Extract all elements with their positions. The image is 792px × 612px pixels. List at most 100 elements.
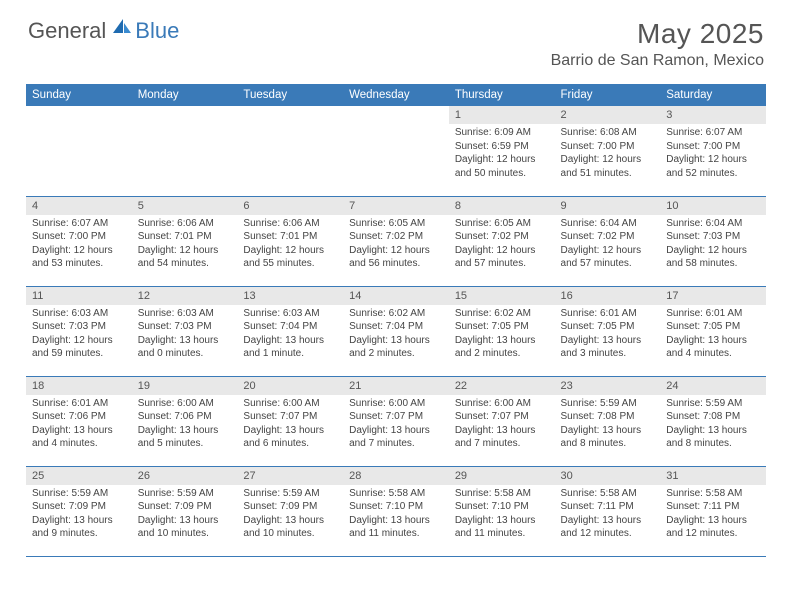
day-details: Sunrise: 6:00 AMSunset: 7:06 PMDaylight:… bbox=[132, 395, 238, 455]
day-details: Sunrise: 6:02 AMSunset: 7:05 PMDaylight:… bbox=[449, 305, 555, 365]
day-details: Sunrise: 6:04 AMSunset: 7:03 PMDaylight:… bbox=[660, 215, 766, 275]
day-number: 29 bbox=[449, 467, 555, 485]
day-details: Sunrise: 6:04 AMSunset: 7:02 PMDaylight:… bbox=[555, 215, 661, 275]
calendar-day-cell: 23Sunrise: 5:59 AMSunset: 7:08 PMDayligh… bbox=[555, 376, 661, 466]
day-number: 28 bbox=[343, 467, 449, 485]
day-number: 30 bbox=[555, 467, 661, 485]
calendar-day-cell: 8Sunrise: 6:05 AMSunset: 7:02 PMDaylight… bbox=[449, 196, 555, 286]
day-details: Sunrise: 5:58 AMSunset: 7:11 PMDaylight:… bbox=[555, 485, 661, 545]
calendar-day-cell: 31Sunrise: 5:58 AMSunset: 7:11 PMDayligh… bbox=[660, 466, 766, 556]
calendar-day-cell: 27Sunrise: 5:59 AMSunset: 7:09 PMDayligh… bbox=[237, 466, 343, 556]
day-details: Sunrise: 6:00 AMSunset: 7:07 PMDaylight:… bbox=[237, 395, 343, 455]
day-number: 13 bbox=[237, 287, 343, 305]
day-number: 27 bbox=[237, 467, 343, 485]
day-details: Sunrise: 5:58 AMSunset: 7:10 PMDaylight:… bbox=[343, 485, 449, 545]
day-number: 31 bbox=[660, 467, 766, 485]
day-details: Sunrise: 6:02 AMSunset: 7:04 PMDaylight:… bbox=[343, 305, 449, 365]
day-number: 6 bbox=[237, 197, 343, 215]
calendar-day-cell bbox=[237, 106, 343, 196]
calendar-day-cell: 5Sunrise: 6:06 AMSunset: 7:01 PMDaylight… bbox=[132, 196, 238, 286]
page-title: May 2025 bbox=[551, 18, 764, 50]
day-details: Sunrise: 6:00 AMSunset: 7:07 PMDaylight:… bbox=[449, 395, 555, 455]
calendar-day-cell: 30Sunrise: 5:58 AMSunset: 7:11 PMDayligh… bbox=[555, 466, 661, 556]
day-number: 12 bbox=[132, 287, 238, 305]
day-details: Sunrise: 6:08 AMSunset: 7:00 PMDaylight:… bbox=[555, 124, 661, 184]
day-number: 24 bbox=[660, 377, 766, 395]
day-number: 15 bbox=[449, 287, 555, 305]
day-number: 10 bbox=[660, 197, 766, 215]
day-number: 20 bbox=[237, 377, 343, 395]
day-number: 4 bbox=[26, 197, 132, 215]
day-number: 17 bbox=[660, 287, 766, 305]
calendar-day-cell: 11Sunrise: 6:03 AMSunset: 7:03 PMDayligh… bbox=[26, 286, 132, 376]
calendar-day-cell: 6Sunrise: 6:06 AMSunset: 7:01 PMDaylight… bbox=[237, 196, 343, 286]
weekday-header: Thursday bbox=[449, 84, 555, 106]
day-number: 11 bbox=[26, 287, 132, 305]
day-details: Sunrise: 5:59 AMSunset: 7:09 PMDaylight:… bbox=[132, 485, 238, 545]
calendar-day-cell: 29Sunrise: 5:58 AMSunset: 7:10 PMDayligh… bbox=[449, 466, 555, 556]
calendar-day-cell bbox=[132, 106, 238, 196]
calendar-day-cell: 19Sunrise: 6:00 AMSunset: 7:06 PMDayligh… bbox=[132, 376, 238, 466]
day-details: Sunrise: 6:00 AMSunset: 7:07 PMDaylight:… bbox=[343, 395, 449, 455]
day-details: Sunrise: 6:06 AMSunset: 7:01 PMDaylight:… bbox=[132, 215, 238, 275]
calendar-day-cell: 20Sunrise: 6:00 AMSunset: 7:07 PMDayligh… bbox=[237, 376, 343, 466]
day-number: 1 bbox=[449, 106, 555, 124]
logo-text-general: General bbox=[28, 18, 106, 44]
calendar-day-cell: 28Sunrise: 5:58 AMSunset: 7:10 PMDayligh… bbox=[343, 466, 449, 556]
title-block: May 2025 Barrio de San Ramon, Mexico bbox=[551, 18, 764, 70]
calendar-day-cell: 22Sunrise: 6:00 AMSunset: 7:07 PMDayligh… bbox=[449, 376, 555, 466]
calendar-day-cell: 16Sunrise: 6:01 AMSunset: 7:05 PMDayligh… bbox=[555, 286, 661, 376]
calendar-day-cell: 7Sunrise: 6:05 AMSunset: 7:02 PMDaylight… bbox=[343, 196, 449, 286]
logo-text-blue: Blue bbox=[135, 18, 179, 44]
day-details: Sunrise: 6:07 AMSunset: 7:00 PMDaylight:… bbox=[660, 124, 766, 184]
weekday-header: Saturday bbox=[660, 84, 766, 106]
day-details: Sunrise: 6:05 AMSunset: 7:02 PMDaylight:… bbox=[343, 215, 449, 275]
calendar-table: SundayMondayTuesdayWednesdayThursdayFrid… bbox=[26, 84, 766, 557]
calendar-day-cell bbox=[343, 106, 449, 196]
calendar-week-row: 1Sunrise: 6:09 AMSunset: 6:59 PMDaylight… bbox=[26, 106, 766, 196]
weekday-header: Friday bbox=[555, 84, 661, 106]
calendar-day-cell: 26Sunrise: 5:59 AMSunset: 7:09 PMDayligh… bbox=[132, 466, 238, 556]
day-details: Sunrise: 5:59 AMSunset: 7:08 PMDaylight:… bbox=[555, 395, 661, 455]
weekday-header: Monday bbox=[132, 84, 238, 106]
calendar-header-row: SundayMondayTuesdayWednesdayThursdayFrid… bbox=[26, 84, 766, 106]
calendar-day-cell bbox=[26, 106, 132, 196]
day-details: Sunrise: 6:05 AMSunset: 7:02 PMDaylight:… bbox=[449, 215, 555, 275]
day-details: Sunrise: 6:01 AMSunset: 7:05 PMDaylight:… bbox=[555, 305, 661, 365]
day-details: Sunrise: 5:59 AMSunset: 7:09 PMDaylight:… bbox=[26, 485, 132, 545]
logo: General Blue bbox=[28, 18, 179, 44]
calendar-day-cell: 3Sunrise: 6:07 AMSunset: 7:00 PMDaylight… bbox=[660, 106, 766, 196]
day-number: 25 bbox=[26, 467, 132, 485]
header: General Blue May 2025 Barrio de San Ramo… bbox=[0, 0, 792, 78]
calendar-day-cell: 17Sunrise: 6:01 AMSunset: 7:05 PMDayligh… bbox=[660, 286, 766, 376]
weekday-header: Wednesday bbox=[343, 84, 449, 106]
day-details: Sunrise: 6:01 AMSunset: 7:06 PMDaylight:… bbox=[26, 395, 132, 455]
day-number: 7 bbox=[343, 197, 449, 215]
calendar-day-cell: 9Sunrise: 6:04 AMSunset: 7:02 PMDaylight… bbox=[555, 196, 661, 286]
day-number: 2 bbox=[555, 106, 661, 124]
calendar-day-cell: 14Sunrise: 6:02 AMSunset: 7:04 PMDayligh… bbox=[343, 286, 449, 376]
day-details: Sunrise: 6:03 AMSunset: 7:04 PMDaylight:… bbox=[237, 305, 343, 365]
calendar-day-cell: 13Sunrise: 6:03 AMSunset: 7:04 PMDayligh… bbox=[237, 286, 343, 376]
day-number: 8 bbox=[449, 197, 555, 215]
weekday-header: Sunday bbox=[26, 84, 132, 106]
calendar-day-cell: 10Sunrise: 6:04 AMSunset: 7:03 PMDayligh… bbox=[660, 196, 766, 286]
calendar-day-cell: 18Sunrise: 6:01 AMSunset: 7:06 PMDayligh… bbox=[26, 376, 132, 466]
day-number: 23 bbox=[555, 377, 661, 395]
calendar-day-cell: 4Sunrise: 6:07 AMSunset: 7:00 PMDaylight… bbox=[26, 196, 132, 286]
calendar-day-cell: 21Sunrise: 6:00 AMSunset: 7:07 PMDayligh… bbox=[343, 376, 449, 466]
calendar-day-cell: 15Sunrise: 6:02 AMSunset: 7:05 PMDayligh… bbox=[449, 286, 555, 376]
location-subtitle: Barrio de San Ramon, Mexico bbox=[551, 52, 764, 70]
day-number: 5 bbox=[132, 197, 238, 215]
day-details: Sunrise: 6:06 AMSunset: 7:01 PMDaylight:… bbox=[237, 215, 343, 275]
calendar-day-cell: 1Sunrise: 6:09 AMSunset: 6:59 PMDaylight… bbox=[449, 106, 555, 196]
day-details: Sunrise: 5:59 AMSunset: 7:09 PMDaylight:… bbox=[237, 485, 343, 545]
calendar-day-cell: 24Sunrise: 5:59 AMSunset: 7:08 PMDayligh… bbox=[660, 376, 766, 466]
calendar-body: 1Sunrise: 6:09 AMSunset: 6:59 PMDaylight… bbox=[26, 106, 766, 556]
day-number: 21 bbox=[343, 377, 449, 395]
day-number: 16 bbox=[555, 287, 661, 305]
calendar-week-row: 18Sunrise: 6:01 AMSunset: 7:06 PMDayligh… bbox=[26, 376, 766, 466]
day-number: 19 bbox=[132, 377, 238, 395]
day-number: 9 bbox=[555, 197, 661, 215]
calendar-week-row: 11Sunrise: 6:03 AMSunset: 7:03 PMDayligh… bbox=[26, 286, 766, 376]
